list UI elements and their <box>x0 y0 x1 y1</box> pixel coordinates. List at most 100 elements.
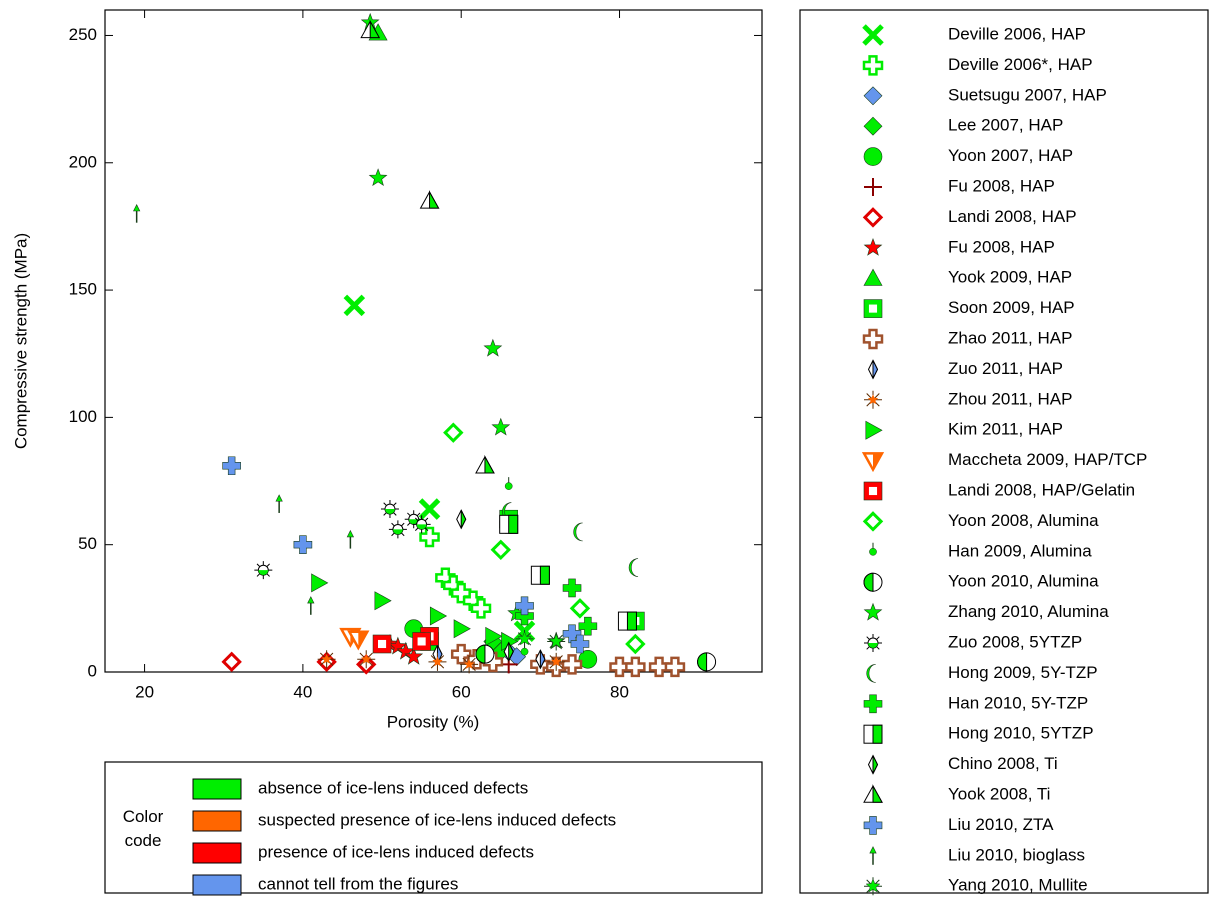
marker-part <box>551 656 562 667</box>
marker-part <box>648 656 670 678</box>
marker-part <box>863 694 883 714</box>
marker-part <box>485 626 503 646</box>
legend-label: Zhao 2011, HAP <box>948 328 1072 347</box>
marker-part <box>404 646 424 665</box>
data-point <box>418 498 441 520</box>
marker-part <box>470 598 492 619</box>
data-point <box>460 655 479 674</box>
y-axis-label: Compressive strength (MPa) <box>11 233 30 449</box>
marker-part <box>275 494 283 502</box>
marker-part <box>321 653 332 664</box>
legend-label: Yang 2010, Mullite <box>948 876 1088 895</box>
legend-label: Hong 2009, 5Y-TZP <box>948 663 1098 682</box>
data-point <box>372 634 392 654</box>
legend-symbol <box>862 328 884 350</box>
data-point <box>483 338 503 357</box>
color-code-label: suspected presence of ice-lens induced d… <box>258 810 616 829</box>
color-code-label: presence of ice-lens induced defects <box>258 842 534 861</box>
data-point <box>515 629 534 648</box>
data-point <box>491 417 511 436</box>
data-point <box>475 644 495 664</box>
legend-label: Zhou 2011, HAP <box>948 389 1072 408</box>
marker-part <box>862 55 884 76</box>
marker-part <box>863 147 883 166</box>
marker-part <box>573 522 583 542</box>
legend-symbol <box>862 511 884 532</box>
legend-symbol <box>869 542 877 556</box>
marker-part <box>872 784 883 803</box>
y-tick-label: 150 <box>69 280 97 299</box>
legend-label: Kim 2011, HAP <box>948 420 1063 439</box>
marker-part <box>569 598 591 619</box>
legend-symbol <box>866 664 876 683</box>
marker-part <box>863 116 883 136</box>
legend-label: Deville 2006*, HAP <box>948 55 1093 74</box>
marker-part <box>504 482 513 490</box>
y-tick-label: 200 <box>69 152 97 171</box>
marker-part <box>483 338 503 357</box>
marker-part <box>863 816 883 835</box>
data-point <box>404 510 423 529</box>
legend-label: Zhang 2010, Alumina <box>948 602 1109 621</box>
data-point <box>609 656 630 678</box>
marker-part <box>873 453 882 470</box>
marker-part <box>377 639 387 649</box>
data-point <box>625 656 646 678</box>
legend-label: Yoon 2010, Alumina <box>948 572 1099 591</box>
marker-part <box>578 616 598 636</box>
data-point <box>453 619 471 639</box>
data-point <box>317 650 336 669</box>
marker-part <box>872 360 879 379</box>
legend-symbol <box>862 207 884 228</box>
marker-part <box>625 633 646 655</box>
data-point <box>456 509 467 530</box>
data-point <box>374 591 392 611</box>
color-swatch <box>192 874 242 896</box>
data-point <box>561 654 583 675</box>
marker-part <box>460 510 467 529</box>
data-point <box>429 606 448 626</box>
data-point <box>697 652 717 672</box>
marker-part <box>548 633 564 648</box>
data-point <box>625 633 646 655</box>
marker-part <box>539 565 550 585</box>
marker-part <box>562 578 582 598</box>
x-tick-label: 60 <box>452 682 471 701</box>
data-point <box>547 632 566 651</box>
marker-part <box>868 304 878 313</box>
marker-part <box>866 664 876 683</box>
marker-part <box>863 86 883 106</box>
marker-part <box>388 636 408 655</box>
marker-part <box>625 656 646 678</box>
legend-symbol <box>863 602 883 621</box>
marker-part <box>429 606 448 626</box>
legend-label: Zuo 2008, 5YTZP <box>948 632 1082 651</box>
data-point <box>628 558 639 577</box>
data-point <box>515 596 534 616</box>
marker-part <box>368 168 388 187</box>
data-point <box>648 656 670 678</box>
marker-part <box>463 658 475 669</box>
data-point <box>412 515 431 534</box>
legend-symbol <box>864 178 882 196</box>
legend-label: Landi 2008, HAP <box>948 207 1077 226</box>
data-point <box>570 634 590 654</box>
color-swatch <box>192 842 242 864</box>
color-swatch <box>192 810 242 832</box>
marker-part <box>416 524 427 530</box>
legend-symbol <box>863 694 883 714</box>
marker-part <box>863 572 874 592</box>
marker-part <box>578 649 598 669</box>
marker-part <box>491 417 511 436</box>
legend-label: Yook 2008, Ti <box>948 784 1050 803</box>
legend-label: Deville 2006, HAP <box>948 24 1086 43</box>
legend-symbol <box>863 299 883 318</box>
data-point <box>578 649 598 669</box>
marker-part <box>539 650 546 669</box>
data-point <box>357 650 376 669</box>
data-point <box>419 190 440 209</box>
marker-part <box>293 535 313 554</box>
legend-symbol <box>863 86 883 106</box>
legend-symbol <box>863 784 883 803</box>
legend-label: Lee 2007, HAP <box>948 116 1063 135</box>
